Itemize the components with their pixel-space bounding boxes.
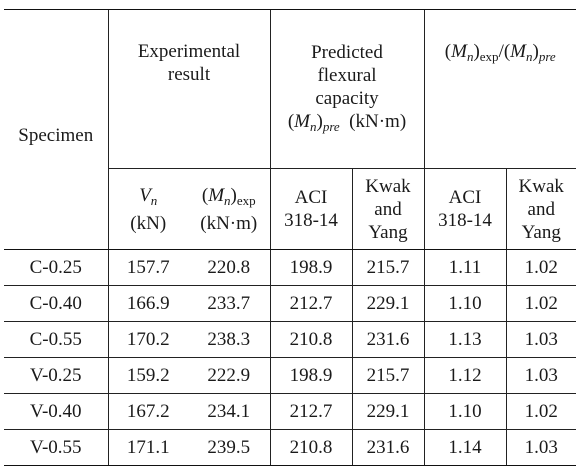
cell-mexp: 220.8 [188,249,270,286]
header-ratio-exp-sub: exp [479,49,499,64]
header-aci-ratio-line1: ACI [448,187,482,208]
cell-aci-pred: 212.7 [269,285,352,322]
header-aci-ratio-line2: 318-14 [438,210,492,231]
cell-aci-ratio: 1.11 [423,249,506,286]
header-mexp-unit: (kN·m) [200,212,258,234]
header-kwak-ratio-line3: Yang [521,221,561,243]
header-kwak-pred-line2: and [374,198,402,220]
header-ratio-pre-sub: pre [538,49,556,64]
header-kwak-pred: Kwak and Yang [351,168,424,250]
cell-aci-pred: 210.8 [269,429,352,466]
cell-mexp: 222.9 [188,357,270,394]
cell-aci-ratio: 1.13 [423,321,506,358]
header-kwak-ratio: Kwak and Yang [505,168,576,250]
cell-aci-ratio: 1.14 [423,429,506,466]
table-row: V-0.25 159.2 222.9 198.9 215.7 1.12 1.03 [4,357,576,394]
cell-kwak-pred: 215.7 [351,357,424,394]
header-vn: Vn (kN) [107,168,188,250]
table-row: C-0.55 170.2 238.3 210.8 231.6 1.13 1.03 [4,321,576,358]
header-predicted-line1: Predicted [311,41,383,63]
cell-aci-pred: 198.9 [269,249,352,286]
header-predicted-unit: (kN·m) [349,110,407,132]
header-predicted-line4: (Mn)pre (kN·m) [287,110,407,134]
header-mexp: (Mn)exp (kN·m) [188,168,270,250]
cell-specimen: C-0.55 [4,321,108,358]
table-row: C-0.25 157.7 220.8 198.9 215.7 1.11 1.02 [4,249,576,286]
table-body: C-0.25 157.7 220.8 198.9 215.7 1.11 1.02 C-0.40… [4,249,576,466]
header-specimen: Specimen [4,9,108,250]
header-row-2: Vn (kN) (Mn)exp (kN·m) ACI 318-14 Kwak a… [4,168,576,250]
header-vn-symbol: Vn [139,184,158,208]
cell-kwak-pred: 229.1 [351,285,424,322]
table-row: V-0.55 171.1 239.5 210.8 231.6 1.14 1.03 [4,429,576,466]
page: Specimen Experimental result Predicted f… [4,9,576,466]
cell-vn: 157.7 [107,249,188,286]
cell-mexp: 238.3 [188,321,270,358]
header-predicted-sub: pre [322,118,340,134]
header-ratio: (Mn)exp/(Mn)pre [423,9,576,169]
header-kwak-pred-line1: Kwak [365,175,411,197]
header-predicted-line2: flexural [317,64,377,86]
cell-aci-ratio: 1.10 [423,393,506,430]
cell-kwak-ratio: 1.03 [505,429,576,466]
cell-kwak-ratio: 1.02 [505,393,576,430]
header-aci-pred: ACI 318-14 [269,168,352,250]
cell-kwak-pred: 231.6 [351,321,424,358]
header-specimen-label: Specimen [18,125,94,146]
cell-kwak-pred: 215.7 [351,249,424,286]
cell-kwak-pred: 231.6 [351,429,424,466]
results-table: Specimen Experimental result Predicted f… [4,9,576,466]
table-row: C-0.40 166.9 233.7 212.7 229.1 1.10 1.02 [4,285,576,322]
header-mexp-symbol: (Mn)exp [201,184,256,208]
cell-kwak-ratio: 1.03 [505,321,576,358]
cell-aci-ratio: 1.10 [423,285,506,322]
cell-specimen: C-0.25 [4,249,108,286]
cell-mexp: 239.5 [188,429,270,466]
header-aci-pred-line1: ACI [294,187,328,208]
cell-aci-pred: 198.9 [269,357,352,394]
cell-kwak-ratio: 1.02 [505,249,576,286]
cell-specimen: V-0.55 [4,429,108,466]
cell-mexp: 234.1 [188,393,270,430]
cell-vn: 170.2 [107,321,188,358]
header-experimental-label: Experimental result [137,41,241,85]
header-vn-unit: (kN) [130,212,167,234]
cell-aci-ratio: 1.12 [423,357,506,394]
cell-kwak-ratio: 1.03 [505,357,576,394]
cell-vn: 167.2 [107,393,188,430]
header-aci-pred-line2: 318-14 [284,210,338,231]
cell-kwak-ratio: 1.02 [505,285,576,322]
cell-mexp: 233.7 [188,285,270,322]
cell-specimen: C-0.40 [4,285,108,322]
header-predicted-line3: capacity [315,87,379,109]
header-predicted: Predicted flexural capacity (Mn)pre (kN·… [269,9,424,169]
header-row-1: Specimen Experimental result Predicted f… [4,9,576,250]
header-kwak-ratio-line2: and [527,198,555,220]
cell-aci-pred: 210.8 [269,321,352,358]
header-experimental: Experimental result [107,9,270,169]
cell-aci-pred: 212.7 [269,393,352,430]
header-kwak-pred-line3: Yang [368,221,408,243]
cell-kwak-pred: 229.1 [351,393,424,430]
header-kwak-ratio-line1: Kwak [518,175,564,197]
header-aci-ratio: ACI 318-14 [423,168,506,250]
cell-vn: 159.2 [107,357,188,394]
cell-vn: 166.9 [107,285,188,322]
table-row: V-0.40 167.2 234.1 212.7 229.1 1.10 1.02 [4,393,576,430]
cell-vn: 171.1 [107,429,188,466]
cell-specimen: V-0.25 [4,357,108,394]
header-mexp-sub: exp [236,192,256,208]
cell-specimen: V-0.40 [4,393,108,430]
